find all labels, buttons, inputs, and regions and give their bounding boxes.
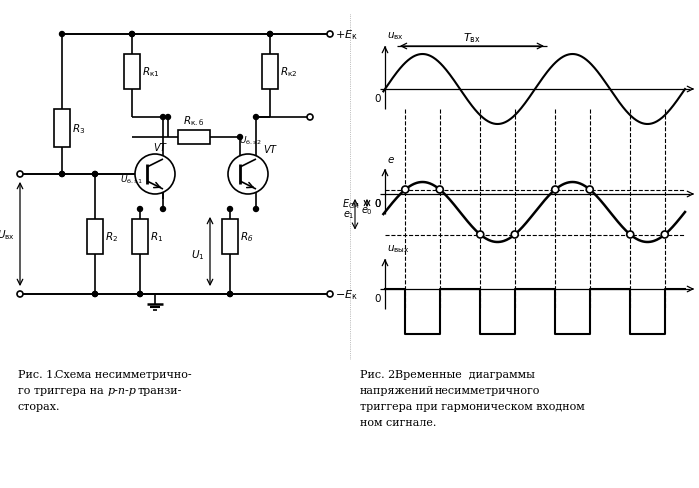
Circle shape bbox=[511, 231, 518, 239]
Circle shape bbox=[59, 32, 64, 38]
Circle shape bbox=[402, 186, 409, 194]
Circle shape bbox=[17, 291, 23, 297]
Text: напряжений: напряжений bbox=[360, 385, 434, 395]
Text: ном сигнале.: ном сигнале. bbox=[360, 417, 436, 427]
Text: $0$: $0$ bbox=[374, 197, 382, 208]
Text: Рис. 1.: Рис. 1. bbox=[18, 369, 57, 379]
Text: $R_1$: $R_1$ bbox=[150, 230, 163, 244]
Circle shape bbox=[129, 32, 134, 38]
Text: $VT$: $VT$ bbox=[263, 142, 278, 155]
Circle shape bbox=[59, 172, 64, 177]
Circle shape bbox=[477, 231, 484, 239]
Text: p-n-p: p-n-p bbox=[108, 385, 137, 395]
Text: $R_б$: $R_б$ bbox=[240, 230, 254, 244]
Circle shape bbox=[161, 207, 166, 212]
Text: $U_{\rm б.э2}$: $U_{\rm б.э2}$ bbox=[239, 134, 261, 147]
Bar bbox=[132, 220, 148, 254]
Circle shape bbox=[268, 32, 273, 38]
Bar bbox=[222, 220, 238, 254]
Text: сторах.: сторах. bbox=[18, 401, 61, 411]
Text: $R_{\rm к2}$: $R_{\rm к2}$ bbox=[280, 65, 298, 79]
Circle shape bbox=[92, 172, 97, 177]
Circle shape bbox=[327, 291, 333, 297]
Text: $-E_{\rm к}$: $-E_{\rm к}$ bbox=[335, 287, 358, 301]
Text: Временные  диаграммы: Временные диаграммы bbox=[395, 369, 535, 379]
Circle shape bbox=[327, 32, 333, 38]
Circle shape bbox=[138, 292, 143, 297]
Circle shape bbox=[92, 292, 97, 297]
Circle shape bbox=[268, 32, 273, 38]
Circle shape bbox=[92, 292, 97, 297]
Circle shape bbox=[228, 155, 268, 195]
Text: $e_1$: $e_1$ bbox=[343, 209, 355, 221]
Circle shape bbox=[135, 155, 175, 195]
Text: $+E_{\rm к}$: $+E_{\rm к}$ bbox=[335, 28, 358, 42]
Text: $0$: $0$ bbox=[374, 92, 382, 104]
Circle shape bbox=[254, 115, 259, 120]
Circle shape bbox=[238, 135, 243, 140]
Text: $0$: $0$ bbox=[375, 197, 382, 208]
Text: $0$: $0$ bbox=[374, 291, 382, 304]
Text: Рис. 2.: Рис. 2. bbox=[360, 369, 398, 379]
Text: $u_{\rm вых}$: $u_{\rm вых}$ bbox=[387, 243, 410, 254]
Text: $U_{\rm б.э1}$: $U_{\rm б.э1}$ bbox=[120, 173, 143, 186]
Circle shape bbox=[586, 186, 593, 194]
Text: $e$: $e$ bbox=[387, 155, 395, 164]
Bar bbox=[54, 110, 70, 148]
Text: $T_{\rm вх}$: $T_{\rm вх}$ bbox=[463, 31, 481, 45]
Text: $E_{\rm СМ}$: $E_{\rm СМ}$ bbox=[342, 197, 360, 210]
Circle shape bbox=[227, 292, 233, 297]
Text: несимметричного: несимметричного bbox=[435, 385, 540, 395]
Bar bbox=[124, 55, 140, 90]
Text: $VT$: $VT$ bbox=[153, 141, 168, 153]
Circle shape bbox=[138, 292, 143, 297]
Bar bbox=[178, 131, 210, 145]
Bar bbox=[87, 220, 103, 254]
Bar bbox=[262, 55, 278, 90]
Text: $u_{\rm вх}$: $u_{\rm вх}$ bbox=[387, 30, 404, 42]
Circle shape bbox=[138, 207, 143, 212]
Text: Схема несимметрично-: Схема несимметрично- bbox=[55, 369, 192, 379]
Circle shape bbox=[17, 172, 23, 178]
Circle shape bbox=[59, 172, 64, 177]
Circle shape bbox=[161, 115, 166, 120]
Circle shape bbox=[92, 172, 97, 177]
Text: триггера при гармоническом входном: триггера при гармоническом входном bbox=[360, 401, 585, 411]
Text: $R_{\rm к1}$: $R_{\rm к1}$ bbox=[142, 65, 159, 79]
Circle shape bbox=[307, 115, 313, 121]
Circle shape bbox=[254, 207, 259, 212]
Circle shape bbox=[627, 231, 634, 239]
Text: го триггера на: го триггера на bbox=[18, 385, 103, 395]
Circle shape bbox=[661, 231, 668, 239]
Text: $R_3$: $R_3$ bbox=[72, 122, 85, 136]
Text: $R_{\rm к.б}$: $R_{\rm к.б}$ bbox=[183, 114, 205, 128]
Circle shape bbox=[227, 292, 233, 297]
Circle shape bbox=[129, 32, 134, 38]
Circle shape bbox=[436, 186, 443, 194]
Text: $e_0$: $e_0$ bbox=[361, 204, 373, 217]
Text: транзи-: транзи- bbox=[138, 385, 182, 395]
Circle shape bbox=[227, 207, 233, 212]
Text: $U_{\rm вх}$: $U_{\rm вх}$ bbox=[0, 227, 15, 242]
Circle shape bbox=[166, 115, 171, 120]
Text: $U_1$: $U_1$ bbox=[192, 247, 205, 262]
Text: $R_2$: $R_2$ bbox=[105, 230, 118, 244]
Circle shape bbox=[552, 186, 559, 194]
